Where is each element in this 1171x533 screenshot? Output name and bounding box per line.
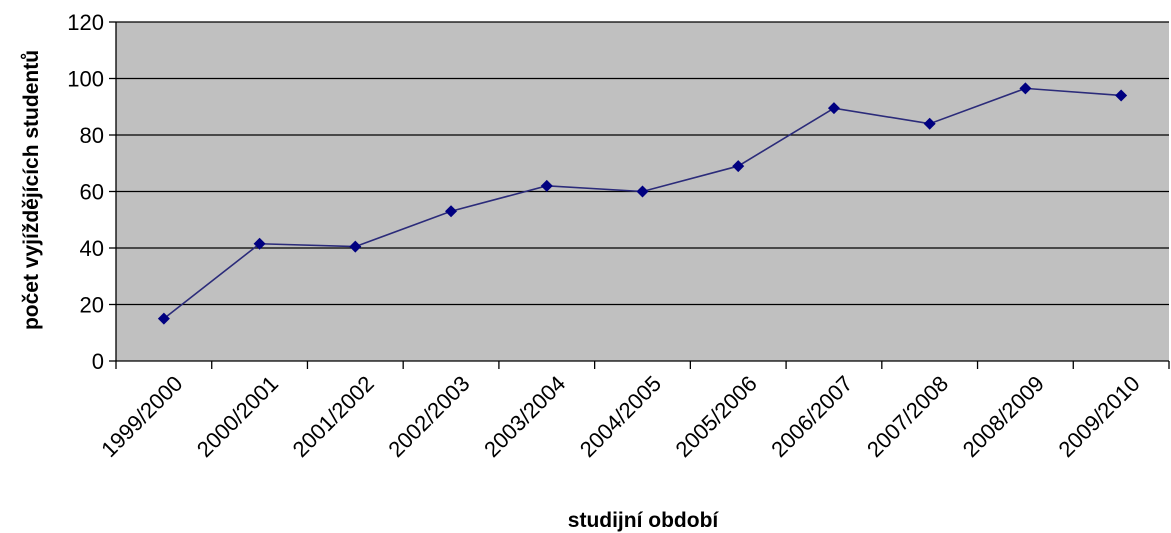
data-point	[253, 237, 266, 250]
series-group	[157, 82, 1128, 325]
data-point	[349, 240, 362, 253]
x-axis: 1999/2000 2000/2001 2001/2002 2002/2003 2003…	[96, 360, 1170, 462]
data-point	[827, 102, 840, 115]
y-tick-label: 0	[92, 349, 104, 374]
y-tick-label: 120	[67, 10, 104, 35]
data-point	[540, 179, 553, 192]
x-axis-title: studijní období	[568, 509, 720, 532]
x-tick-label: 2006/2007	[766, 371, 857, 462]
x-tick-label: 2009/2010	[1053, 371, 1144, 462]
data-point	[923, 117, 936, 130]
data-point	[157, 312, 170, 325]
y-tick-label: 60	[80, 180, 104, 205]
x-tick-label: 1999/2000	[96, 371, 187, 462]
data-point	[1115, 89, 1128, 102]
data-point	[445, 205, 458, 218]
x-tick-label: 2003/2004	[479, 371, 570, 462]
x-tick-label: 2001/2002	[288, 371, 379, 462]
data-point	[732, 160, 745, 173]
y-tick-label: 40	[80, 236, 104, 261]
x-tick-label: 2007/2008	[862, 371, 953, 462]
y-tick-label: 80	[80, 123, 104, 148]
x-tick-label: 2005/2006	[671, 371, 762, 462]
x-tick-label: 2008/2009	[958, 371, 1049, 462]
y-axis: 0 20 40 60 80 100 120	[67, 10, 117, 374]
x-tick-label: 2004/2005	[575, 371, 666, 462]
data-point	[636, 185, 649, 198]
y-tick-label: 100	[67, 67, 104, 92]
x-tick-label: 2002/2003	[383, 371, 474, 462]
y-tick-label: 20	[80, 293, 104, 318]
y-axis-title: počet vyjíždějících studentů	[20, 50, 43, 330]
data-point	[1019, 82, 1032, 95]
x-tick-label: 2000/2001	[192, 371, 283, 462]
